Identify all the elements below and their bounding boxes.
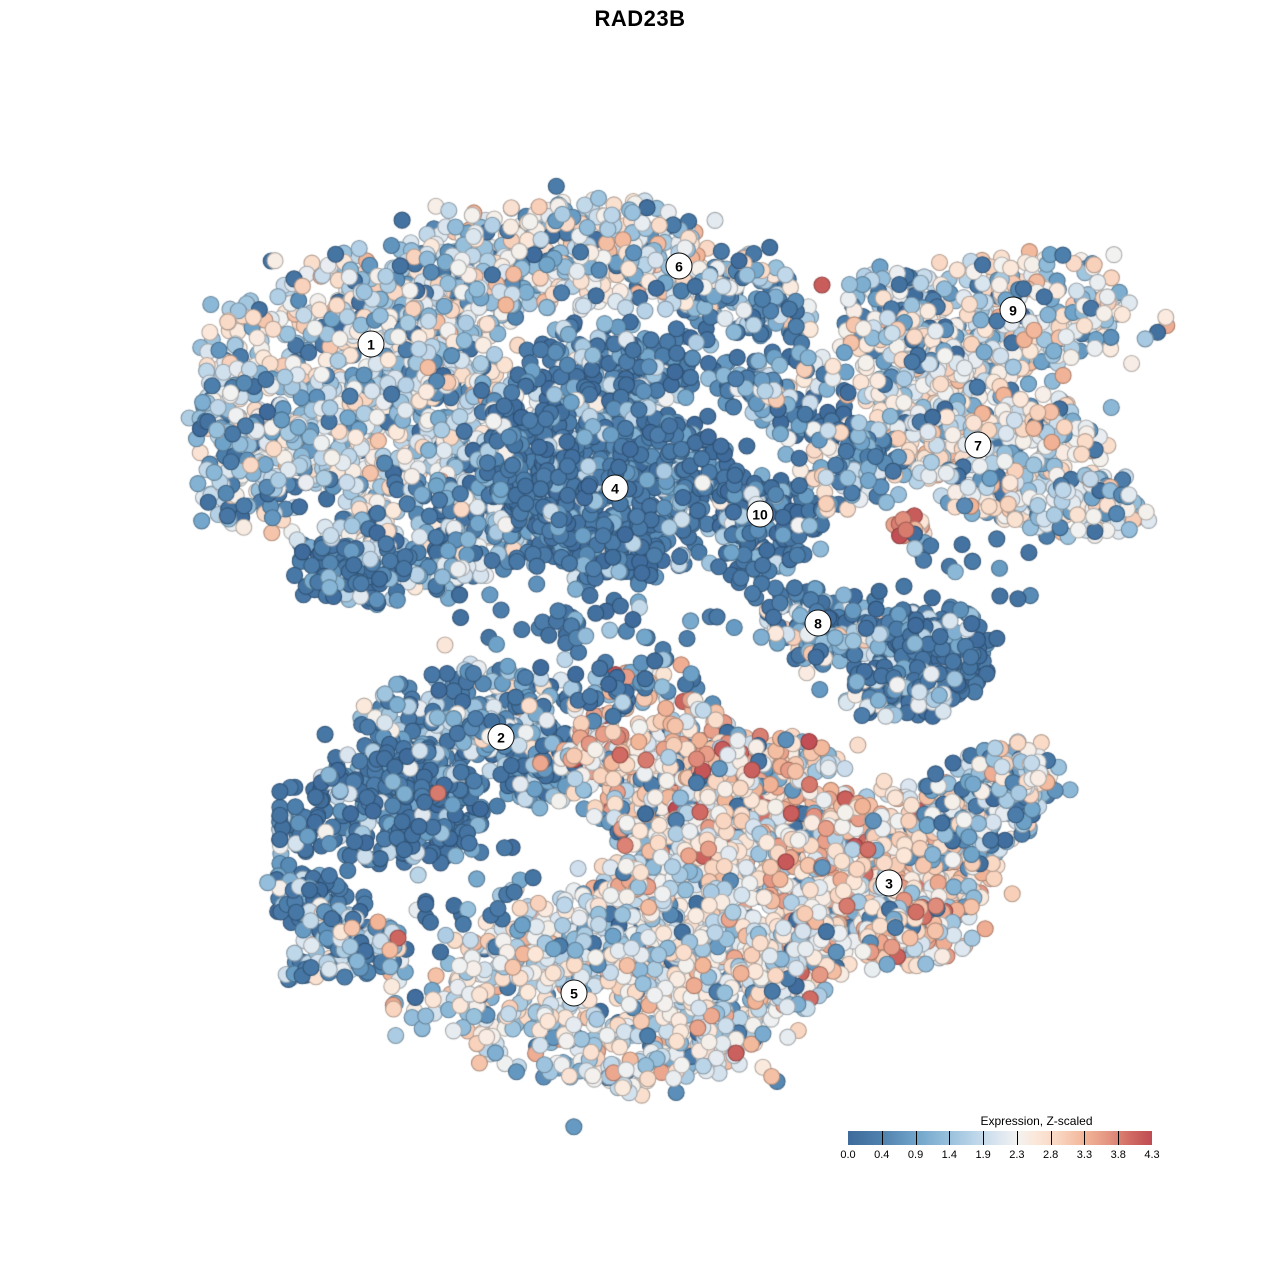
umap-scatter-canvas	[0, 0, 1280, 1280]
